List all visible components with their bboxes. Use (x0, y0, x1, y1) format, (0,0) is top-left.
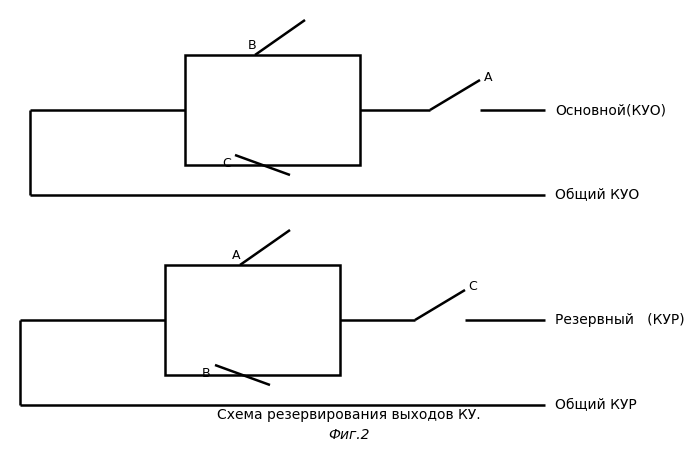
Bar (165, 265, 340, 375)
Text: B: B (202, 367, 210, 380)
Bar (185, 55, 360, 165)
Text: Резервный   (КУР): Резервный (КУР) (555, 313, 684, 327)
Text: Общий КУО: Общий КУО (555, 188, 640, 202)
Text: A: A (484, 71, 493, 84)
Text: A: A (232, 249, 240, 262)
Text: Схема резервирования выходов КУ.: Схема резервирования выходов КУ. (217, 408, 481, 422)
Text: Общий КУР: Общий КУР (555, 398, 637, 412)
Text: Основной(КУО): Основной(КУО) (555, 103, 666, 117)
Text: Фиг.2: Фиг.2 (329, 428, 370, 442)
Text: C: C (468, 280, 477, 293)
Text: B: B (248, 39, 257, 52)
Text: C: C (222, 157, 231, 170)
